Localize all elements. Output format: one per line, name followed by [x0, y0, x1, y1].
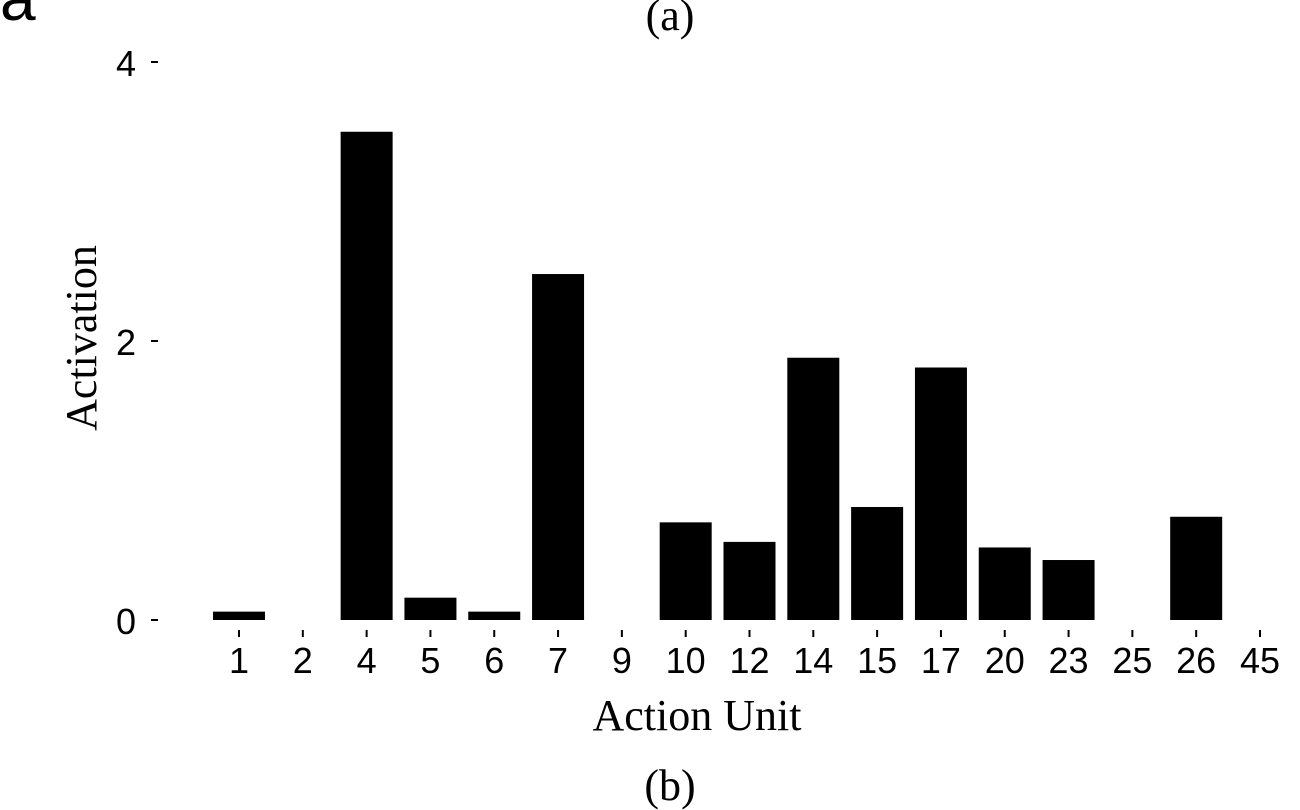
- y-axis-label: Activation: [57, 245, 106, 431]
- x-tick-label: 4: [357, 640, 377, 681]
- bar: [787, 357, 840, 620]
- x-tick-label: 12: [729, 640, 769, 681]
- bar: [978, 547, 1031, 620]
- y-tick-label: 0: [116, 601, 136, 642]
- panel-top-caption: (a): [646, 0, 695, 40]
- x-tick-label: 5: [420, 640, 440, 681]
- y-axis: 0 2 4: [116, 43, 158, 642]
- y-tick-label: 4: [116, 43, 136, 84]
- panel-bottom-caption: (b): [644, 761, 695, 810]
- bar: [914, 367, 967, 620]
- x-tick-label: 45: [1240, 640, 1280, 681]
- x-tick-label: 9: [612, 640, 632, 681]
- y-tick-label: 2: [116, 322, 136, 363]
- x-tick-label: 7: [548, 640, 568, 681]
- bar: [532, 274, 585, 620]
- panel-letter: a: [0, 0, 36, 34]
- x-tick-label: 20: [985, 640, 1025, 681]
- x-axis: 1 2 4 5 6 7 9 10 12 14 15 17 20 23 25 26 45: [229, 630, 1280, 681]
- bar: [1042, 560, 1095, 620]
- x-tick-label: 17: [921, 640, 961, 681]
- bar: [851, 507, 904, 620]
- x-tick-label: 14: [793, 640, 833, 681]
- x-tick-label: 15: [857, 640, 897, 681]
- bar: [404, 597, 457, 620]
- x-tick-label: 25: [1112, 640, 1152, 681]
- bar: [340, 131, 393, 620]
- bar: [213, 611, 265, 620]
- x-tick-label: 2: [293, 640, 313, 681]
- bar: [659, 522, 712, 620]
- bar: [723, 541, 776, 620]
- bar: [468, 611, 521, 620]
- x-tick-label: 26: [1176, 640, 1216, 681]
- x-axis-label: Action Unit: [593, 691, 802, 740]
- x-tick-label: 23: [1049, 640, 1089, 681]
- x-tick-label: 1: [229, 640, 249, 681]
- x-tick-label: 6: [484, 640, 504, 681]
- bar: [1170, 516, 1223, 620]
- x-tick-label: 10: [666, 640, 706, 681]
- bars: [213, 131, 1223, 620]
